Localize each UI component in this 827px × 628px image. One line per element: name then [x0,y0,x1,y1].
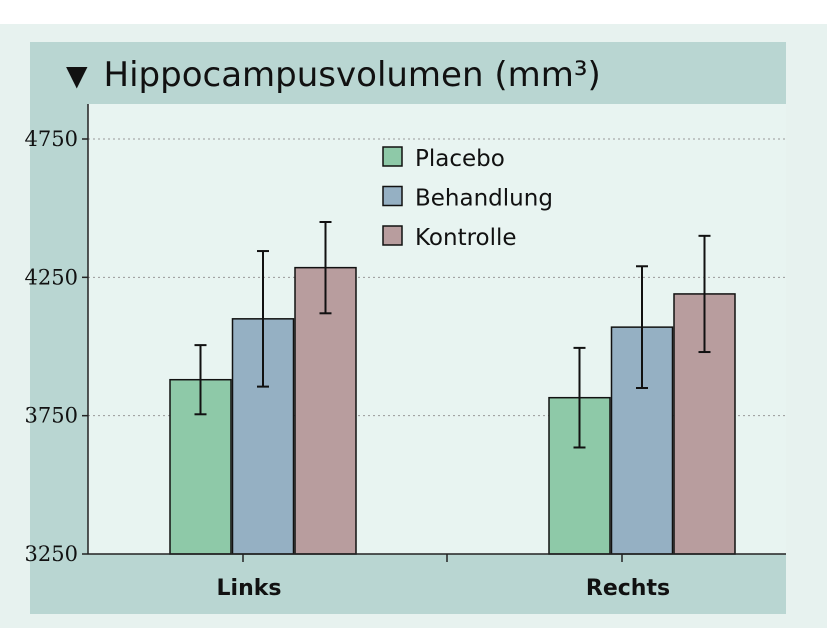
triangle-down-icon: ▼ [66,58,88,92]
x-tick-label: Links [217,576,282,601]
bar [294,266,357,555]
legend-swatch [382,185,403,207]
legend-swatch [382,146,403,167]
legend-label: Behandlung [415,186,553,212]
chart-title: ▼ Hippocampusvolumen (mm³) [66,50,601,100]
legend-swatch [382,225,403,246]
x-tick-label: Rechts [586,576,670,601]
chart-title-text: Hippocampusvolumen (mm³) [103,55,601,95]
y-tick-label: 4250 [25,265,78,289]
y-tick-label: 4750 [25,127,78,151]
y-tick-label: 3750 [25,404,78,428]
legend-label: Kontrolle [415,225,517,251]
y-tick-label: 3250 [25,542,78,566]
legend-label: Placebo [415,146,505,172]
